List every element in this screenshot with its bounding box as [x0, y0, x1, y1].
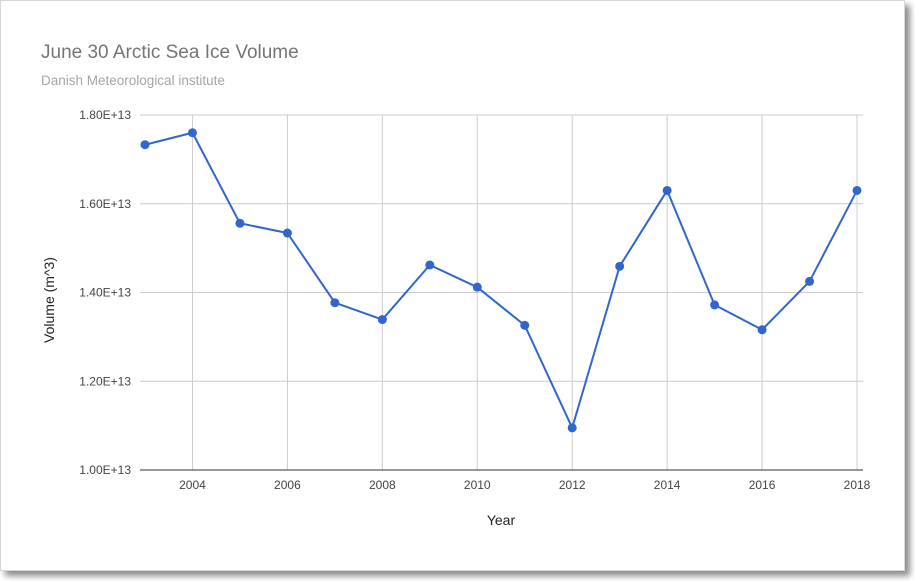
y-tick-label: 1.20E+13: [79, 374, 131, 388]
y-tick-label: 1.40E+13: [79, 286, 131, 300]
data-point-2014[interactable]: [662, 185, 672, 195]
y-tick-label: 1.60E+13: [79, 197, 131, 211]
data-point-2013[interactable]: [615, 261, 625, 271]
data-point-2017[interactable]: [805, 276, 815, 286]
x-tick-label: 2004: [179, 478, 206, 492]
y-axis-ticks: 1.00E+13 1.20E+13 1.40E+13 1.60E+13 1.80E+13: [79, 108, 131, 477]
data-point-2006[interactable]: [282, 228, 292, 238]
x-tick-label: 2014: [654, 478, 681, 492]
data-point-2015[interactable]: [710, 300, 720, 310]
data-point-2010[interactable]: [472, 282, 482, 292]
x-tick-label: 2006: [274, 478, 301, 492]
data-point-2003[interactable]: [140, 140, 150, 150]
series-line: [144, 131, 858, 429]
y-axis-title: Volume (m^3): [41, 257, 57, 343]
x-axis-title: Year: [487, 512, 516, 528]
x-tick-label: 2008: [369, 478, 396, 492]
x-tick-label: 2016: [749, 478, 776, 492]
chart-title: June 30 Arctic Sea Ice Volume: [41, 42, 299, 63]
data-point-2008[interactable]: [377, 315, 387, 325]
chart-subtitle: Danish Meteorological institute: [41, 73, 225, 88]
data-point-2016[interactable]: [757, 325, 767, 335]
data-point-2007[interactable]: [330, 298, 340, 308]
x-axis-ticks: 2004 2006 2008 2010 2012 2014 2016 2018: [179, 478, 871, 492]
y-tick-label: 1.80E+13: [79, 108, 131, 122]
data-point-2004[interactable]: [187, 128, 197, 138]
data-point-2009[interactable]: [425, 260, 435, 270]
data-point-2005[interactable]: [235, 218, 245, 228]
data-point-2012[interactable]: [567, 423, 577, 433]
data-series: [140, 128, 862, 433]
chart-card: June 30 Arctic Sea Ice Volume Danish Met…: [0, 0, 905, 571]
data-point-2011[interactable]: [520, 320, 530, 330]
x-tick-label: 2018: [844, 478, 871, 492]
y-tick-label: 1.00E+13: [79, 463, 131, 477]
x-tick-label: 2012: [559, 478, 586, 492]
x-tick-label: 2010: [464, 478, 491, 492]
data-point-2018[interactable]: [852, 185, 862, 195]
gridlines: [140, 114, 863, 470]
